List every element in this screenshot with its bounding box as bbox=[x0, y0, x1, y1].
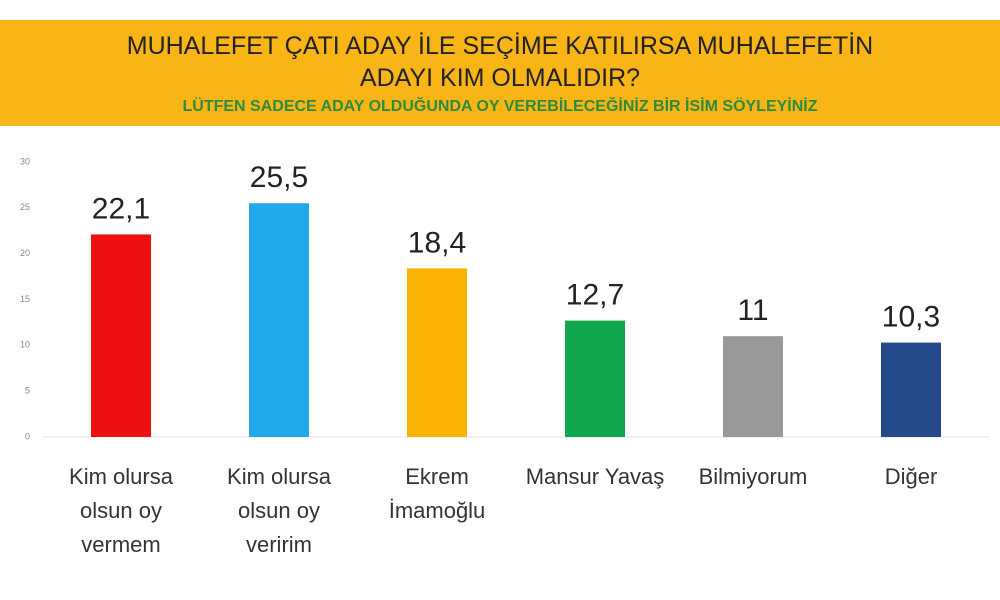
y-tick-label: 30 bbox=[20, 156, 30, 166]
bar bbox=[881, 342, 941, 437]
y-tick-label: 15 bbox=[20, 294, 30, 304]
bar bbox=[407, 268, 467, 437]
value-label: 25,5 bbox=[250, 161, 308, 194]
header-band bbox=[0, 20, 1000, 126]
x-tick-label: Diğer bbox=[884, 464, 938, 489]
bar bbox=[723, 336, 783, 437]
value-label: 11 bbox=[737, 294, 768, 327]
value-label: 12,7 bbox=[566, 279, 624, 312]
bar bbox=[91, 234, 151, 437]
x-tick-label: Mansur Yavaş bbox=[525, 464, 665, 489]
x-tick-label: Kim olursa olsun oy vermem bbox=[69, 464, 173, 557]
value-label: 18,4 bbox=[408, 226, 466, 259]
x-tick-label: Ekrem İmamoğlu bbox=[388, 464, 486, 523]
x-tick-label: Kim olursa olsun oy veririm bbox=[227, 464, 331, 557]
value-label: 22,1 bbox=[92, 192, 150, 225]
chart-subtitle: LÜTFEN SADECE ADAY OLDUĞUNDA OY VEREBİLE… bbox=[182, 98, 818, 115]
y-tick-label: 0 bbox=[25, 431, 30, 441]
y-tick-label: 20 bbox=[20, 248, 30, 258]
bar bbox=[249, 203, 309, 437]
value-label: 10,3 bbox=[882, 301, 940, 334]
bar bbox=[565, 320, 625, 437]
y-tick-label: 25 bbox=[20, 202, 30, 212]
y-tick-label: 5 bbox=[25, 386, 30, 396]
chart-title: MUHALEFET ÇATI ADAY İLE SEÇİME KATILIRSA… bbox=[126, 32, 874, 92]
x-tick-label: Bilmiyorum bbox=[698, 464, 808, 489]
y-tick-label: 10 bbox=[20, 340, 30, 350]
